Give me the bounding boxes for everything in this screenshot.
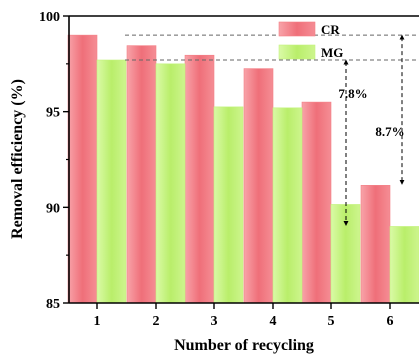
x-tick-label: 2: [153, 314, 160, 329]
bar-cr-5: [301, 101, 332, 304]
y-tick-label: 90: [46, 201, 60, 216]
bar-mg-3: [213, 106, 244, 304]
y-ticks: 85 90 95 100: [39, 10, 69, 312]
guides-layer: [125, 34, 419, 61]
x-tick-label: 4: [270, 314, 277, 329]
bar-cr-3: [184, 54, 215, 304]
bar-cr-2: [126, 45, 157, 304]
x-tick-label: 1: [94, 314, 101, 329]
mg-difference-label: 7.8%: [338, 86, 367, 101]
legend-swatch-mg: [278, 44, 316, 60]
y-axis-label: Removal efficiency (%): [9, 79, 26, 239]
x-axis-label: Number of recycling: [174, 337, 314, 354]
bar-cr-6: [360, 185, 391, 304]
x-ticks: 1 2 3 4 5 6: [94, 303, 394, 329]
legend-label-cr: CR: [321, 22, 340, 37]
bar-mg-2: [155, 63, 186, 304]
bar-cr-1: [67, 34, 98, 304]
legend-label-mg: MG: [321, 45, 343, 60]
bar-mg-1: [96, 59, 127, 304]
y-tick-label: 100: [39, 10, 60, 25]
legend: CR MG: [278, 21, 343, 60]
y-tick-label: 95: [46, 106, 60, 121]
y-tick-label: 85: [46, 297, 60, 312]
bar-mg-6: [389, 226, 419, 304]
bar-mg-4: [272, 107, 303, 304]
legend-swatch-cr: [278, 21, 316, 37]
bars-layer: [67, 34, 419, 304]
bar-cr-4: [243, 68, 274, 304]
annotations: 7.8% 8.7%: [338, 34, 405, 226]
x-tick-label: 6: [387, 314, 394, 329]
x-tick-label: 5: [328, 314, 335, 329]
cr-difference-label: 8.7%: [375, 124, 404, 139]
x-tick-label: 3: [211, 314, 218, 329]
